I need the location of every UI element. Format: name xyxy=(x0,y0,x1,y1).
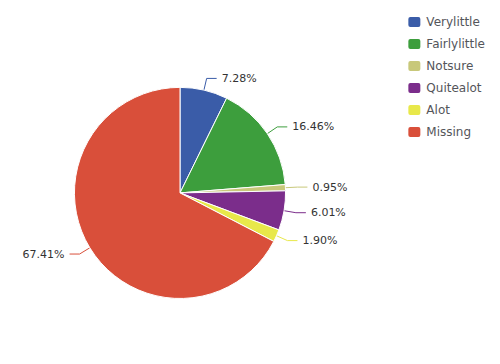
svg-text:Alot: Alot xyxy=(426,103,450,117)
svg-text:Verylittle: Verylittle xyxy=(426,15,480,29)
svg-text:67.41%: 67.41% xyxy=(23,248,65,261)
svg-text:Quitealot: Quitealot xyxy=(426,81,482,95)
svg-text:7.28%: 7.28% xyxy=(222,72,257,85)
svg-text:Notsure: Notsure xyxy=(426,59,473,73)
svg-text:Fairlylittle: Fairlylittle xyxy=(426,37,485,51)
svg-text:1.90%: 1.90% xyxy=(302,234,337,247)
svg-text:6.01%: 6.01% xyxy=(311,206,346,219)
svg-text:0.95%: 0.95% xyxy=(312,181,347,194)
svg-text:16.46%: 16.46% xyxy=(292,120,334,133)
svg-text:Missing: Missing xyxy=(426,125,471,139)
